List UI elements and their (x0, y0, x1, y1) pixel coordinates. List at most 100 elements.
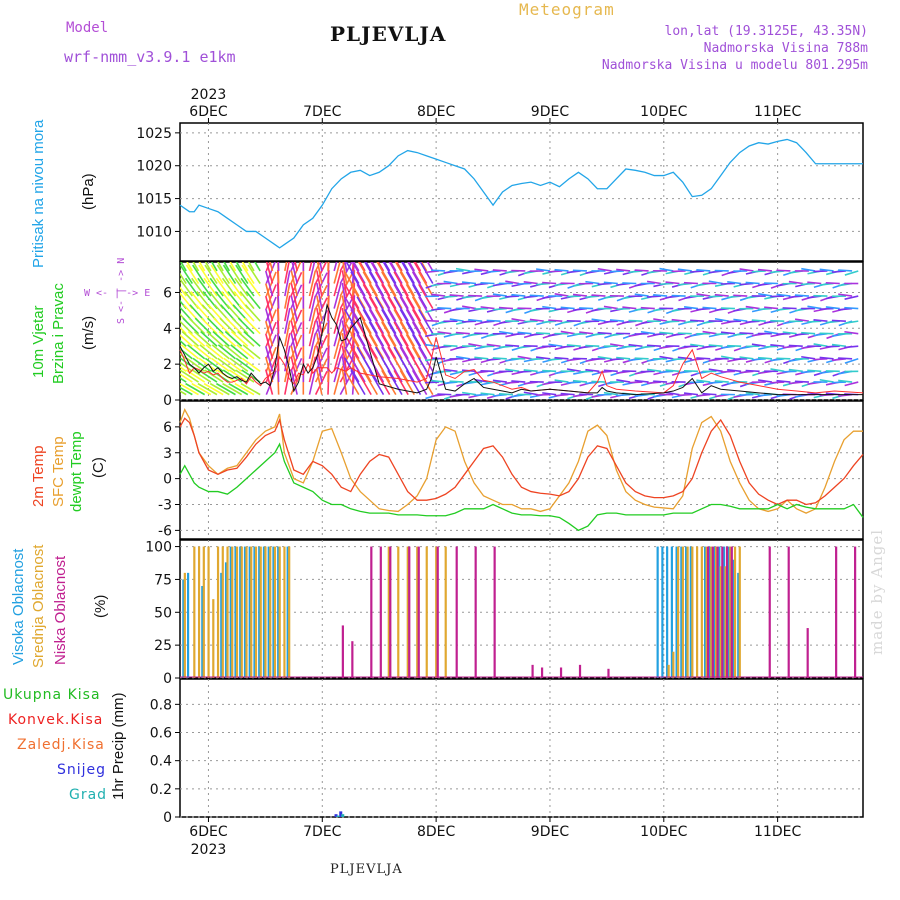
wind-barb (339, 335, 354, 360)
wind-barb (228, 369, 249, 383)
legend-snow: Snijeg (57, 762, 107, 778)
wind-barb (468, 343, 483, 348)
wind-barb (180, 277, 193, 297)
wind-barb (572, 293, 588, 297)
cloud-bar-high (262, 546, 266, 678)
wind-barb (535, 332, 551, 335)
wind-barb (290, 370, 303, 395)
wind-barb (235, 357, 255, 372)
wind-barb (449, 318, 464, 322)
wind-barb (603, 369, 618, 373)
wind-barb (368, 321, 385, 347)
wind-barb (215, 277, 230, 297)
wind-barb (659, 370, 674, 374)
wind-barb (393, 271, 409, 297)
cloud-bar-mid (231, 546, 234, 678)
wind-barb (180, 373, 193, 383)
wind-barb (264, 346, 274, 372)
wind-barb (411, 309, 428, 335)
wind-barb (634, 293, 649, 297)
wind-barb (290, 347, 303, 372)
wind-barb (696, 307, 711, 311)
wind-barb (405, 309, 422, 335)
wind-barb (443, 280, 458, 285)
wind-barb (443, 344, 458, 348)
wind-barb (362, 283, 379, 309)
legend-hail: Grad (69, 787, 108, 803)
wind-barb (308, 283, 317, 309)
cloud-bar-high (277, 546, 280, 678)
wind-barb (356, 296, 372, 322)
wind-barb (554, 379, 569, 383)
wind-barb (191, 382, 212, 396)
wind-barb (418, 271, 434, 297)
wind-barb (362, 357, 379, 383)
wind-barb (333, 333, 342, 359)
wind-barb (431, 269, 446, 272)
wind-barb (284, 356, 291, 383)
wind-barb (207, 317, 224, 335)
wind-barb (308, 295, 317, 322)
wind-barb (308, 333, 317, 359)
wind-barb (794, 318, 810, 322)
wind-barb (603, 320, 618, 323)
wind-barb (745, 392, 760, 396)
wind-barb (838, 269, 853, 272)
wind-barb (243, 330, 261, 347)
wind-barb (708, 381, 723, 384)
cloud-bar-mid (435, 546, 438, 678)
wind-barb (517, 355, 532, 360)
wind-barb (209, 382, 230, 396)
wind-barb (180, 326, 187, 335)
wind-barb (591, 380, 606, 383)
wind-barb (646, 280, 662, 285)
wind-barb (264, 308, 274, 334)
wind-barb (217, 344, 236, 360)
wind-barb (216, 264, 230, 284)
wind-barb (356, 357, 372, 383)
bottom-day-label: 8DEC (417, 824, 456, 840)
wind-barb (229, 262, 237, 272)
wind-barb (622, 306, 637, 310)
wind-barb (813, 343, 828, 348)
wind-barb (277, 262, 280, 271)
wind-barb (362, 309, 379, 335)
cloud-bar-mid (667, 664, 670, 678)
wind-barb (461, 281, 477, 285)
wind-barb (370, 262, 385, 284)
wind-barb (609, 319, 625, 322)
precip-bar (336, 815, 340, 817)
wind-barb (241, 264, 255, 284)
wind-barb (807, 320, 822, 323)
wind-barb (314, 272, 328, 297)
wind-barb (399, 283, 415, 309)
wind-barb (739, 268, 754, 272)
wind-barb (362, 296, 379, 322)
wind-barb (180, 282, 181, 284)
wind-barb (344, 321, 360, 347)
cloud-bar-low (607, 668, 610, 678)
cloud-bar-mid (269, 546, 272, 678)
pressure-ytick-label: 1025 (136, 126, 172, 142)
cloud-bar-mid (397, 546, 400, 678)
wind-barb (591, 294, 606, 297)
wind-barb (721, 355, 736, 360)
wind-barb (405, 357, 422, 383)
wind-ytick-label: 2 (163, 357, 172, 373)
wind-barb (264, 283, 274, 309)
wind-barb (801, 370, 816, 374)
wind-barb (235, 369, 255, 383)
wind-barb (788, 295, 803, 299)
clouds-ytick-label: 100 (145, 540, 172, 556)
wind-barb (218, 330, 237, 347)
wind-barb (776, 332, 791, 336)
wind-barb (225, 317, 243, 335)
wind-barb (572, 379, 588, 383)
wind-barb (344, 334, 360, 360)
wind-barb (431, 357, 446, 360)
wind-barb (333, 283, 342, 309)
wind-barb (192, 262, 200, 272)
wind-barb (634, 357, 649, 360)
wind-barb (333, 262, 338, 272)
wind-barb (213, 317, 230, 335)
